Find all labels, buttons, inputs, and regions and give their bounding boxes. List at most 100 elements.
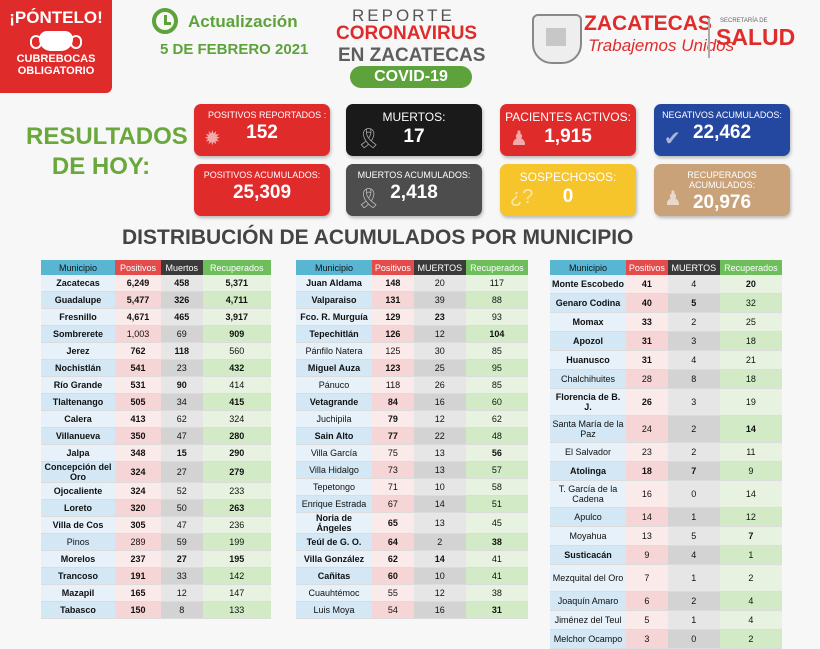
recovered-count: 85 [465, 342, 528, 360]
death-count: 27 [161, 461, 203, 483]
municipality-name: Tlaltenango [41, 393, 115, 411]
recovered-count: 2 [719, 564, 782, 592]
table-row: El Salvador 23 2 11 [550, 442, 782, 462]
check-icon: ✔ [664, 128, 681, 150]
death-count: 25 [413, 359, 466, 377]
card-muertos: 🎗 MUERTOS: 17 [346, 104, 482, 156]
report-coronavirus: CORONAVIRUS [336, 23, 478, 44]
positive-count: 79 [372, 410, 414, 428]
recovered-count: 25 [719, 312, 782, 332]
municipality-name: Concepción del Oro [41, 461, 115, 483]
positive-count: 67 [372, 495, 414, 513]
death-count: 12 [161, 584, 203, 602]
recovered-count: 21 [719, 350, 782, 370]
positive-count: 7 [626, 564, 668, 592]
table-row: Villa de Cos 305 47 236 [41, 516, 271, 534]
death-count: 4 [667, 350, 720, 370]
table-row: Atolinga 18 7 9 [550, 461, 782, 481]
card-recuperados-acumulados: ♟ RECUPERADOS ACUMULADOS: 20,976 [654, 164, 790, 216]
table-row: Valparaiso 131 39 88 [296, 291, 528, 309]
recovered-count: 560 [202, 342, 271, 360]
table-row: Moyahua 13 5 7 [550, 526, 782, 546]
positive-count: 31 [626, 331, 668, 351]
table-row: Momax 33 2 25 [550, 312, 782, 332]
table-row: Villanueva 350 47 280 [41, 427, 271, 445]
recovered-count: 57 [465, 461, 528, 479]
recovered-count: 280 [202, 427, 271, 445]
recovered-count: 414 [202, 376, 271, 394]
column-header: Municipio [550, 260, 626, 275]
update-label: Actualización [188, 12, 298, 31]
card-label: MUERTOS: [382, 110, 446, 124]
municipality-name: Villanueva [41, 427, 115, 445]
table-row: Mezquital del Oro 7 1 2 [550, 564, 782, 592]
positive-count: 71 [372, 478, 414, 496]
card-value: 152 [246, 122, 278, 143]
pontelo-title: ¡PÓNTELO! [9, 8, 103, 27]
update-date: 5 DE FEBRERO 2021 [160, 41, 309, 58]
recovered-count: 95 [465, 359, 528, 377]
municipality-name: Moyahua [550, 526, 626, 546]
positive-count: 123 [372, 359, 414, 377]
death-count: 12 [413, 584, 466, 602]
municipality-name: Teúl de G. O. [296, 533, 372, 551]
table-row: Tepechitlán 126 12 104 [296, 325, 528, 343]
municipality-name: Miguel Auza [296, 359, 372, 377]
table-row: Río Grande 531 90 414 [41, 376, 271, 394]
death-count: 4 [667, 275, 720, 294]
column-header: Recuperados [719, 260, 782, 275]
death-count: 34 [161, 393, 203, 411]
recovered-count: 290 [202, 444, 271, 462]
death-count: 3 [667, 388, 720, 416]
municipality-table-3: Municipio Positivos MUERTOS Recuperados Mont… [550, 260, 782, 649]
positive-count: 13 [626, 526, 668, 546]
municipality-name: Huanusco [550, 350, 626, 370]
table-row: Vetagrande 84 16 60 [296, 393, 528, 411]
table-row: Cañitas 60 10 41 [296, 567, 528, 585]
table-header-row: Municipio Positivos Muertos Recuperados [41, 260, 271, 275]
card-positivos-reportados: ✹ POSITIVOS REPORTADOS : 152 [194, 104, 330, 156]
recovered-count: 3,917 [202, 308, 271, 326]
positive-count: 26 [626, 388, 668, 416]
death-count: 69 [161, 325, 203, 343]
municipality-name: Sombrerete [41, 325, 115, 343]
recovered-count: 5,371 [202, 275, 271, 292]
municipality-name: Tepechitlán [296, 325, 372, 343]
positive-count: 60 [372, 567, 414, 585]
card-label: RECUPERADOS ACUMULADOS: [687, 170, 757, 190]
table-row: Pinos 289 59 199 [41, 533, 271, 551]
table-row: Jiménez del Teul 5 1 4 [550, 610, 782, 630]
table-row: Susticacán 9 4 1 [550, 545, 782, 565]
recovered-count: 38 [465, 533, 528, 551]
death-count: 1 [667, 564, 720, 592]
death-count: 20 [413, 275, 466, 292]
death-count: 62 [161, 410, 203, 428]
card-positivos-acumulados: POSITIVOS ACUMULADOS: 25,309 [194, 164, 330, 216]
column-header: Municipio [296, 260, 372, 275]
table-row: Noria de Ángeles 65 13 45 [296, 512, 528, 534]
municipality-name: Florencia de B. J. [550, 388, 626, 416]
recovered-count: 19 [719, 388, 782, 416]
recovered-count: 7 [719, 526, 782, 546]
death-count: 7 [667, 461, 720, 481]
table-row: Fco. R. Murguía 129 23 93 [296, 308, 528, 326]
card-pacientes-activos: ♟ PACIENTES ACTIVOS: 1,915 [500, 104, 636, 156]
recovered-count: 14 [719, 415, 782, 443]
positive-count: 84 [372, 393, 414, 411]
recovered-count: 41 [465, 550, 528, 568]
column-header: Positivos [626, 260, 668, 275]
ribbon-icon: 🎗 [356, 188, 382, 210]
positive-count: 324 [115, 482, 162, 500]
table-row: Juan Aldama 148 20 117 [296, 275, 528, 292]
distribution-title: DISTRIBUCIÓN DE ACUMULADOS POR MUNICIPIO [122, 226, 634, 249]
positive-count: 64 [372, 533, 414, 551]
positive-count: 16 [626, 480, 668, 508]
municipality-name: Ojocaliente [41, 482, 115, 500]
logo-divider [708, 18, 710, 58]
table-row: Villa García 75 13 56 [296, 444, 528, 462]
card-value: 2,418 [390, 182, 438, 203]
column-header: Recuperados [465, 260, 528, 275]
municipality-name: Loreto [41, 499, 115, 517]
municipality-name: Villa Hidalgo [296, 461, 372, 479]
table-row: Pánuco 118 26 85 [296, 376, 528, 394]
